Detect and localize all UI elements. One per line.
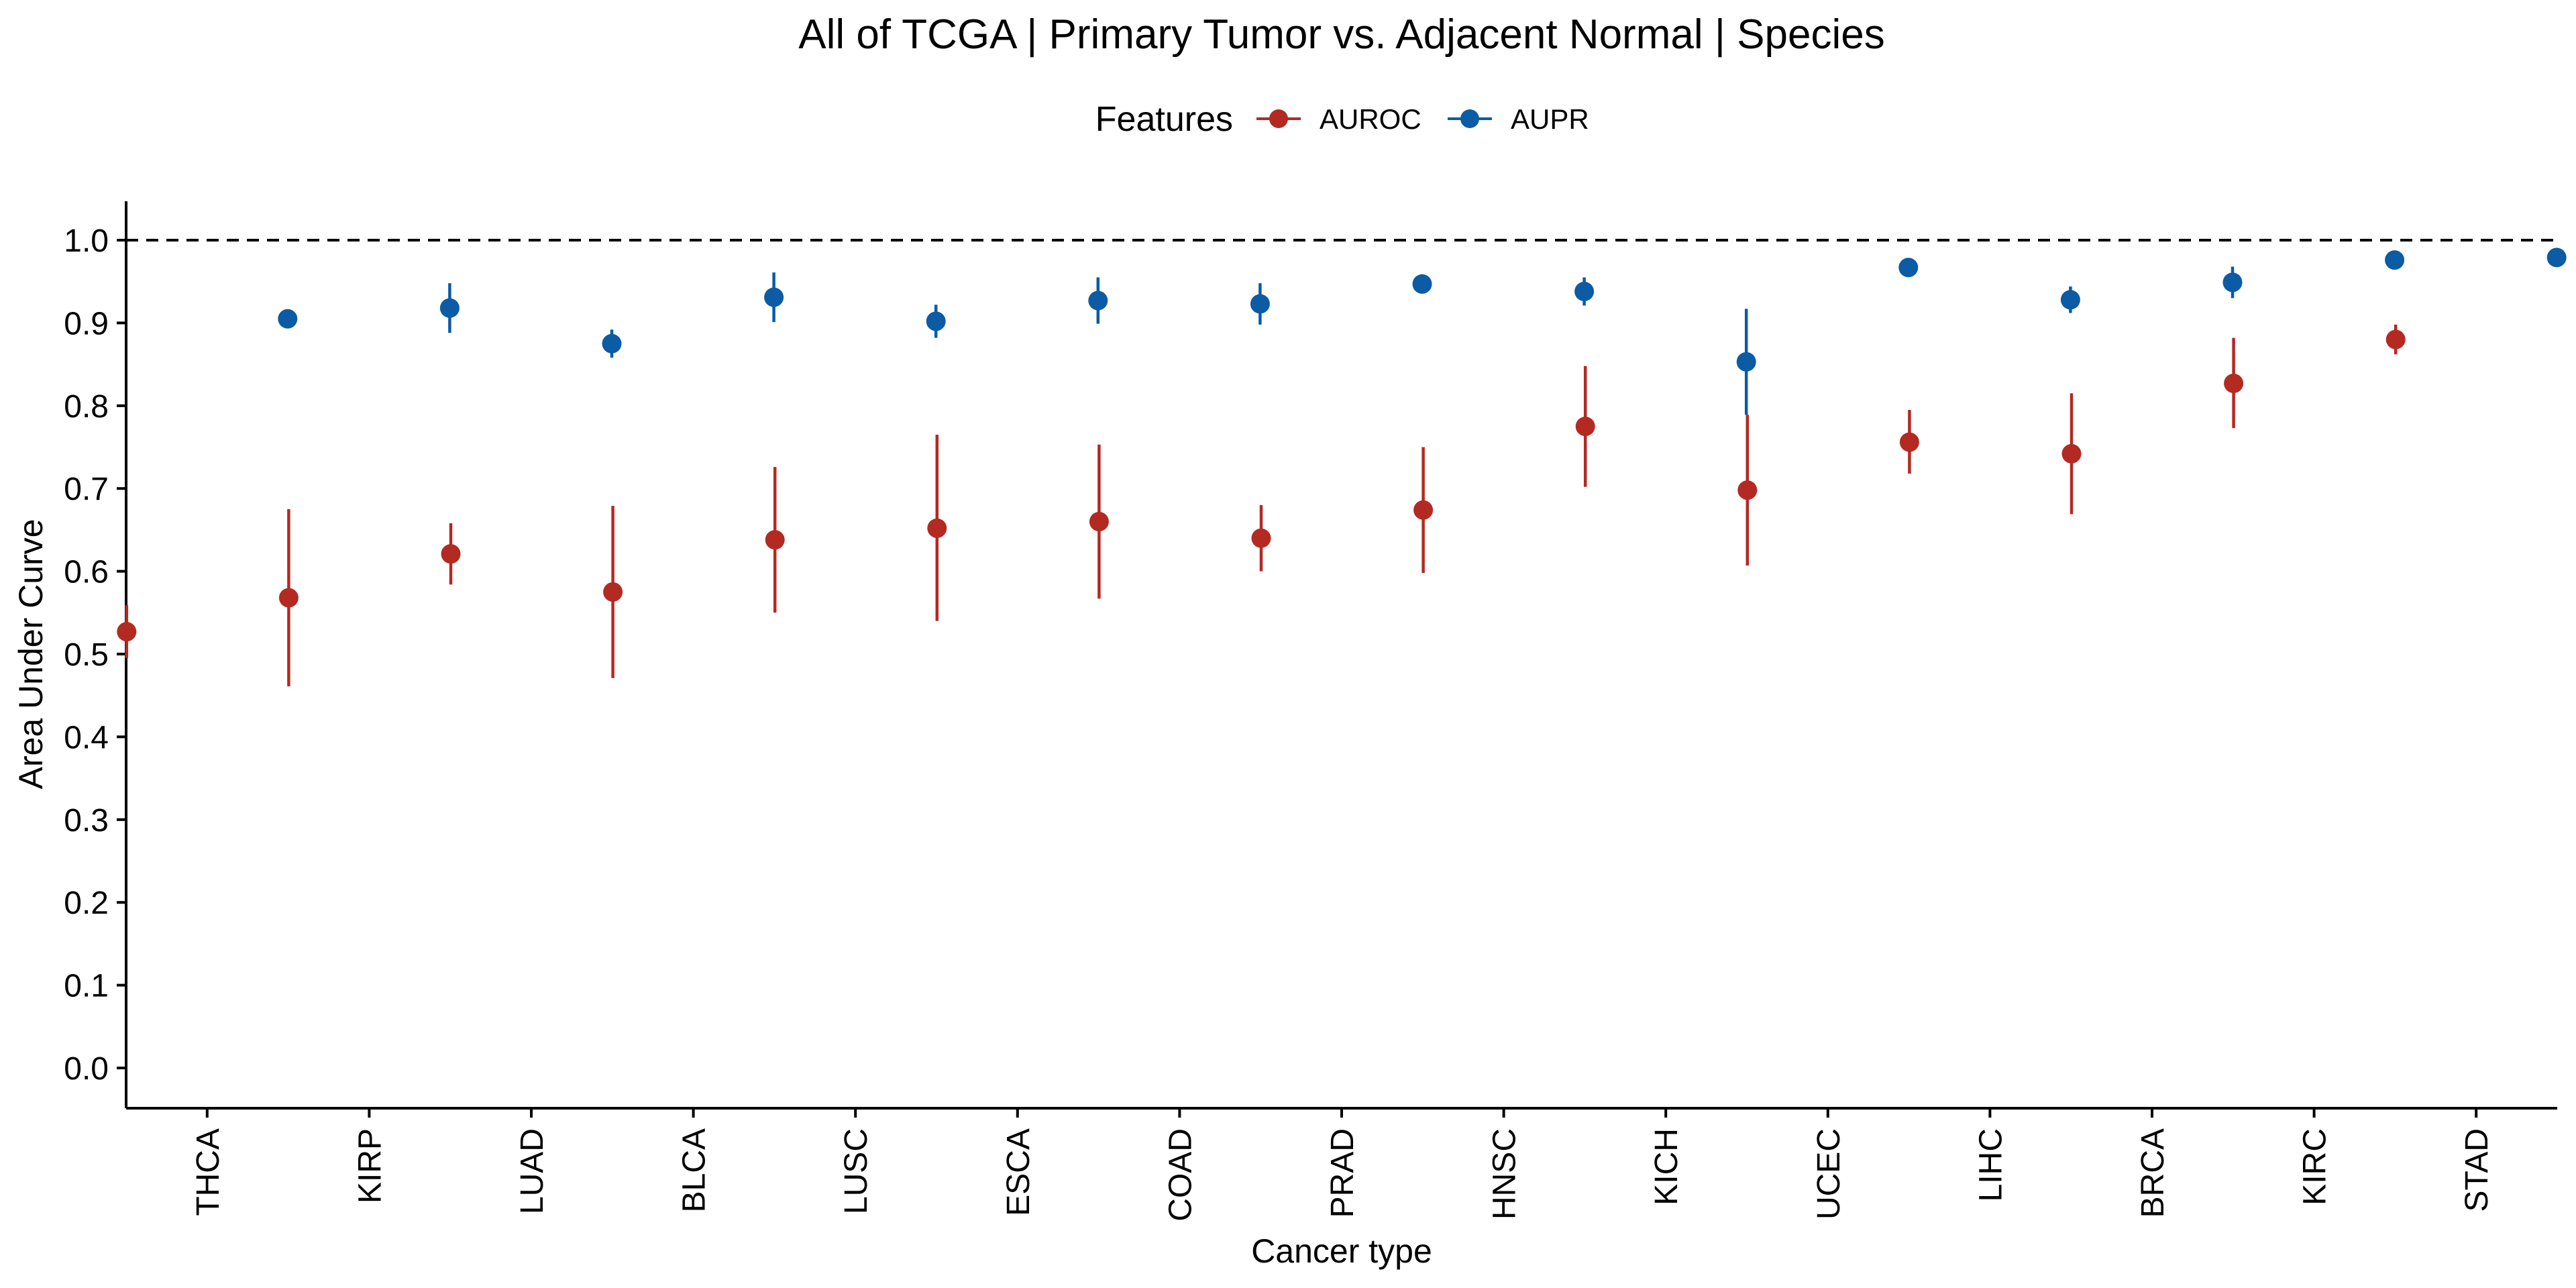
- y-axis-title: Area Under Curve: [12, 519, 50, 790]
- x-axis-title: Cancer type: [1251, 1232, 1432, 1270]
- legend-label-aupr: AUPR: [1511, 103, 1589, 135]
- data-point-auroc: [1575, 417, 1595, 437]
- x-tick-label: COAD: [1163, 1128, 1198, 1222]
- data-point-auroc: [765, 530, 785, 550]
- data-point-auroc: [117, 622, 137, 642]
- legend-item-auroc: AUROC: [1256, 103, 1421, 135]
- y-tick-label: 0.1: [64, 969, 109, 1004]
- y-tick-label: 0.2: [64, 885, 109, 921]
- data-point-aupr: [764, 287, 784, 307]
- x-tick-label: KIRC: [2298, 1128, 2333, 1205]
- x-tick-label: BRCA: [2135, 1128, 2171, 1218]
- data-point-auroc: [1251, 528, 1271, 548]
- data-point-aupr: [1574, 282, 1595, 302]
- x-tick-label: KICH: [1649, 1128, 1684, 1205]
- y-tick-label: 0.5: [64, 637, 109, 673]
- y-tick-label: 0.6: [64, 555, 109, 590]
- data-point-auroc: [2224, 373, 2244, 393]
- x-tick-label: KIRP: [352, 1128, 388, 1203]
- y-tick-label: 0.4: [64, 720, 109, 755]
- y-tick-label: 0.3: [64, 803, 109, 839]
- data-point-aupr: [2546, 248, 2567, 268]
- data-point-auroc: [1089, 512, 1109, 532]
- data-point-aupr: [2060, 290, 2080, 310]
- data-point-aupr: [1736, 352, 1756, 372]
- y-tick-label: 1.0: [64, 223, 109, 259]
- data-point-aupr: [1088, 290, 1108, 311]
- data-point-aupr: [2222, 272, 2243, 292]
- legend-key-point-auroc: [1269, 109, 1288, 128]
- data-point-aupr: [2385, 250, 2405, 270]
- y-tick-label: 0.8: [64, 389, 109, 425]
- data-point-auroc: [603, 582, 623, 602]
- plot-area: 0.0 0.1 0.2 0.3 0.4 0.5 0.6 0.7 0.8 0.9 1.0 THCA KIR…: [64, 201, 2567, 1222]
- data-point-auroc: [1899, 432, 1919, 452]
- data-point-auroc: [2385, 329, 2406, 350]
- legend-item-aupr: AUPR: [1448, 103, 1589, 135]
- data-point-aupr: [278, 309, 298, 329]
- data-point-auroc: [927, 518, 947, 538]
- y-tick-label: 0.7: [64, 472, 109, 507]
- x-tick-label: BLCA: [677, 1128, 712, 1212]
- data-point-aupr: [602, 333, 622, 354]
- y-tick-label: 0.9: [64, 306, 109, 341]
- x-tick-label: THCA: [191, 1128, 226, 1216]
- x-tick-label: LUSC: [839, 1128, 874, 1214]
- x-tick-label: ESCA: [1001, 1128, 1036, 1216]
- data-point-aupr: [1898, 258, 1919, 278]
- legend-label-auroc: AUROC: [1320, 103, 1421, 135]
- data-point-aupr: [926, 311, 946, 331]
- chart-title: All of TCGA | Primary Tumor vs. Adjacent…: [798, 11, 1884, 58]
- data-point-auroc: [1413, 500, 1434, 520]
- x-tick-label: LIHC: [1973, 1128, 2008, 1201]
- data-point-auroc: [2061, 443, 2082, 464]
- x-tick-label: LUAD: [515, 1128, 550, 1214]
- data-point-auroc: [278, 588, 299, 608]
- x-tick-label: STAD: [2459, 1128, 2495, 1212]
- data-point-auroc: [441, 544, 461, 564]
- legend-title: Features: [1095, 100, 1233, 139]
- x-tick-label: UCEC: [1811, 1128, 1847, 1220]
- y-tick-label: 0.0: [64, 1051, 109, 1087]
- x-tick-label: PRAD: [1325, 1128, 1360, 1218]
- legend-key-point-aupr: [1460, 109, 1479, 128]
- data-point-aupr: [1250, 294, 1270, 314]
- x-tick-label: HNSC: [1487, 1128, 1523, 1220]
- data-point-auroc: [1737, 480, 1758, 500]
- data-point-aupr: [439, 298, 460, 318]
- legend: Features AUROC AUPR: [1095, 100, 1589, 139]
- data-point-aupr: [1412, 274, 1432, 294]
